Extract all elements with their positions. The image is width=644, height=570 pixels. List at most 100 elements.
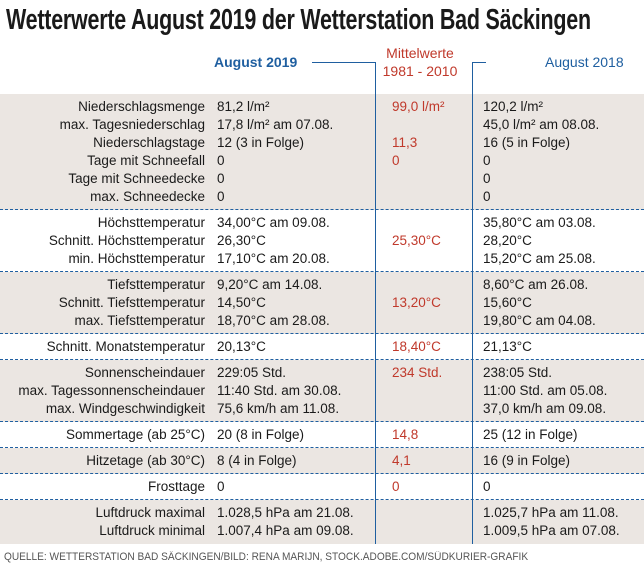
column-line [472,62,473,544]
row-label: Sonnenscheindauer [84,365,205,380]
value-2019: 20 (8 in Folge) [217,427,305,442]
row-label: Luftdruck maximal [95,505,205,520]
value-2019: 0 [217,189,225,204]
group-background [0,448,644,474]
row-label: Hitzetage (ab 30°C) [86,453,205,468]
row-label: Tiefsttemperatur [107,277,205,292]
separator [0,333,644,334]
separator [0,473,644,474]
row-label: Schnitt. Monatstemperatur [46,339,205,354]
value-2019: 26,30°C [217,233,266,248]
row-label: max. Schneedecke [90,189,205,204]
separator [0,209,644,210]
column-header: August 2019 [214,54,298,70]
value-2019: 18,70°C am 28.08. [217,313,330,328]
row-label: Tage mit Schneedecke [68,171,205,186]
column-header: August 2018 [545,54,624,70]
column-line [375,62,376,544]
row-label: max. Tagessonnenscheindauer [18,383,205,398]
title: Wetterwerte August 2019 der Wetterstatio… [6,4,591,36]
value-2018: 8,60°C am 26.08. [483,277,589,292]
group-background [0,334,644,360]
value-2019: 0 [217,171,225,186]
value-2018: 21,13°C [483,339,532,354]
value-mean: 0 [392,153,400,168]
value-2018: 19,80°C am 04.08. [483,313,596,328]
value-2018: 15,20°C am 25.08. [483,251,596,266]
group-background [0,94,644,210]
footer: QUELLE: WETTERSTATION BAD SÄCKINGEN/BILD… [4,551,529,563]
row-label: Niederschlagstage [93,135,205,150]
column-line [472,62,486,63]
group-background [0,422,644,448]
separator [0,499,644,500]
group-background [0,500,644,544]
value-2018: 25 (12 in Folge) [483,427,578,442]
row-label: Niederschlagsmenge [78,99,205,114]
separator [0,447,644,448]
value-mean: 4,1 [392,453,411,468]
value-2019: 34,00°C am 09.08. [217,215,330,230]
value-mean: 99,0 l/m² [392,99,445,114]
value-2019: 75,6 km/h am 11.08. [217,401,340,416]
row-label: Schnitt. Tiefsttemperatur [58,295,205,310]
value-2018: 1.025,7 hPa am 11.08. [483,505,619,520]
group-background [0,474,644,500]
value-2019: 12 (3 in Folge) [217,135,305,150]
value-2019: 20,13°C [217,339,266,354]
value-2019: 1.028,5 hPa am 21.08. [217,505,354,520]
separator [0,359,644,360]
separator [0,421,644,422]
value-2018: 35,80°C am 03.08. [483,215,596,230]
value-2019: 0 [217,153,225,168]
row-label: Frosttage [147,479,205,494]
value-2018: 1.009,5 hPa am 07.08. [483,523,620,538]
value-2018: 16 (9 in Folge) [483,453,571,468]
value-2019: 81,2 l/m² [217,99,270,114]
value-2018: 15,60°C [483,295,532,310]
value-2018: 0 [483,189,491,204]
value-2019: 0 [217,479,225,494]
value-2018: 16 (5 in Folge) [483,135,571,150]
value-mean: 11,3 [392,135,418,150]
row-label: Luftdruck minimal [99,523,205,538]
group-background [0,210,644,272]
value-2018: 45,0 l/m² am 08.08. [483,117,600,132]
column-header: 1981 - 2010 [382,63,458,79]
value-2018: 0 [483,171,491,186]
group-background [0,360,644,422]
value-mean: 25,30°C [392,233,441,248]
value-2019: 11:40 Std. am 30.08. [217,383,342,398]
group-background [0,272,644,334]
column-header: Mittelwerte [386,45,454,61]
value-2018: 120,2 l/m² [483,99,544,114]
value-2019: 17,10°C am 20.08. [217,251,330,266]
value-2018: 0 [483,479,491,494]
value-mean: 0 [392,479,400,494]
value-2019: 229:05 Std. [217,365,287,380]
value-2019: 8 (4 in Folge) [217,453,297,468]
value-mean: 18,40°C [392,339,441,354]
value-2019: 9,20°C am 14.08. [217,277,323,292]
row-label: max. Tiefsttemperatur [74,313,205,328]
row-label: min. Höchsttemperatur [68,251,205,266]
separator [0,271,644,272]
value-2019: 14,50°C [217,295,266,310]
row-label: max. Tagesniederschlag [59,117,205,132]
row-label: Tage mit Schneefall [87,153,205,168]
value-2019: 17,8 l/m² am 07.08. [217,117,334,132]
value-2018: 238:05 Std. [483,365,553,380]
value-2018: 28,20°C [483,233,532,248]
value-mean: 234 Std. [392,365,443,380]
row-label: Sommertage (ab 25°C) [66,427,205,442]
column-line [312,62,375,63]
value-2018: 0 [483,153,491,168]
value-mean: 14,8 [392,427,419,442]
value-2018: 37,0 km/h am 09.08. [483,401,607,416]
row-label: Schnitt. Höchsttemperatur [48,233,205,248]
row-label: Höchsttemperatur [97,215,205,230]
row-label: max. Windgeschwindigkeit [45,401,205,416]
value-2018: 11:00 Std. am 05.08. [483,383,608,398]
value-mean: 13,20°C [392,295,441,310]
